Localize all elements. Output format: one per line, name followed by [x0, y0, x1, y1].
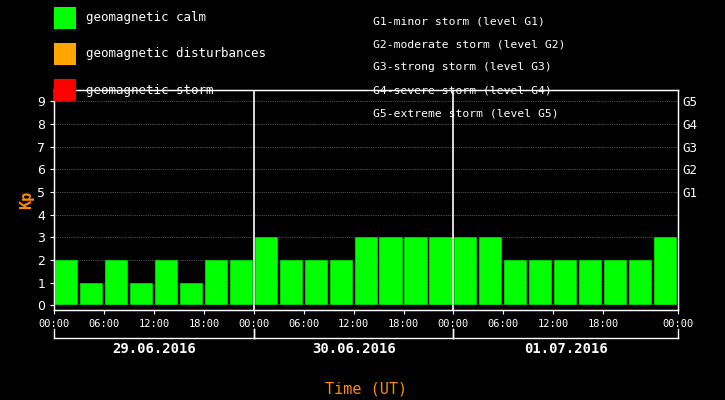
Bar	[429, 238, 452, 306]
Bar	[230, 260, 253, 306]
Bar	[504, 260, 527, 306]
Text: G4-severe storm (level G4): G4-severe storm (level G4)	[373, 86, 552, 96]
Bar	[180, 283, 203, 306]
Bar	[130, 283, 153, 306]
Bar	[405, 238, 428, 306]
Bar	[654, 238, 677, 306]
Text: Time (UT): Time (UT)	[325, 381, 407, 396]
Text: G5-extreme storm (level G5): G5-extreme storm (level G5)	[373, 109, 559, 119]
Text: geomagnetic storm: geomagnetic storm	[86, 84, 213, 96]
Y-axis label: Kp: Kp	[20, 191, 35, 209]
Text: 30.06.2016: 30.06.2016	[312, 342, 396, 356]
Bar	[280, 260, 303, 306]
Bar	[629, 260, 652, 306]
Text: geomagnetic calm: geomagnetic calm	[86, 12, 206, 24]
Bar	[155, 260, 178, 306]
Bar	[55, 260, 78, 306]
Text: geomagnetic disturbances: geomagnetic disturbances	[86, 48, 265, 60]
Text: G1-minor storm (level G1): G1-minor storm (level G1)	[373, 16, 545, 26]
Bar	[554, 260, 577, 306]
Bar	[604, 260, 627, 306]
Bar	[379, 238, 402, 306]
Bar	[254, 238, 278, 306]
Bar	[205, 260, 228, 306]
Text: G3-strong storm (level G3): G3-strong storm (level G3)	[373, 62, 552, 72]
Bar	[330, 260, 353, 306]
Bar	[80, 283, 104, 306]
Bar	[529, 260, 552, 306]
Text: G2-moderate storm (level G2): G2-moderate storm (level G2)	[373, 39, 566, 49]
Text: 01.07.2016: 01.07.2016	[523, 342, 608, 356]
Bar	[579, 260, 602, 306]
Bar	[105, 260, 128, 306]
Text: 29.06.2016: 29.06.2016	[112, 342, 196, 356]
Bar	[304, 260, 328, 306]
Bar	[479, 238, 502, 306]
Bar	[355, 238, 378, 306]
Bar	[455, 238, 478, 306]
